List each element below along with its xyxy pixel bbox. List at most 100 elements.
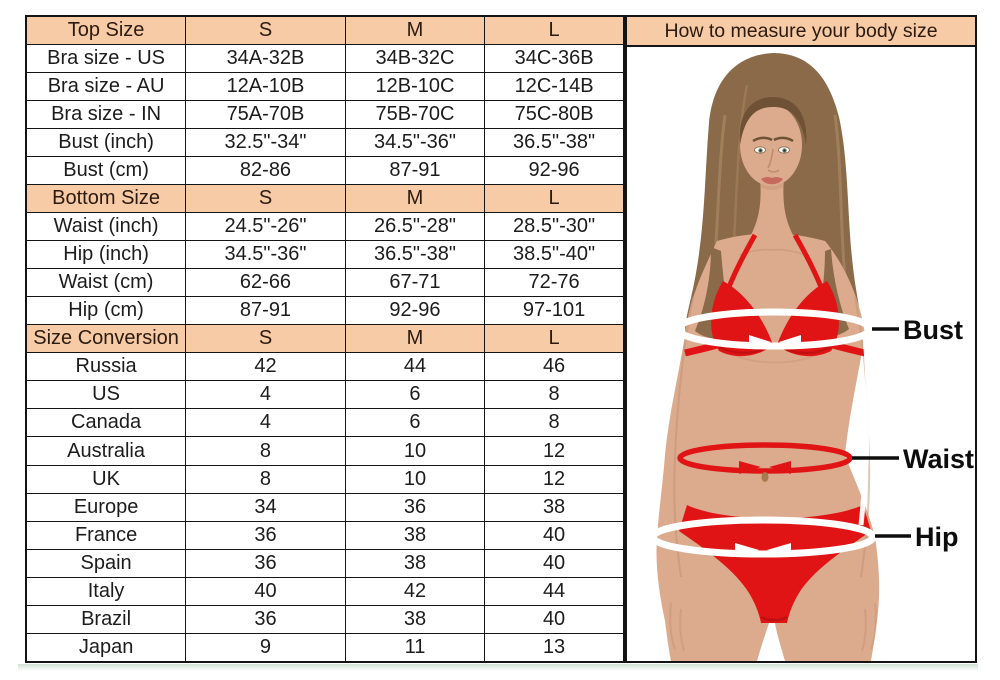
row-label-cell: Canada: [25, 408, 187, 438]
row-label-cell: Bust (inch): [25, 128, 187, 158]
row-label-cell: Hip (inch): [25, 240, 187, 270]
value-cell: 62-66: [185, 268, 346, 298]
waist-tape: [677, 442, 853, 482]
value-cell: 42: [185, 352, 346, 382]
value-cell: 4: [185, 408, 346, 438]
value-cell: L: [484, 15, 625, 46]
bikini-bottom: [679, 505, 871, 623]
value-cell: 26.5"-28": [344, 212, 486, 242]
measure-panel-title: How to measure your body size: [627, 17, 975, 47]
value-cell: M: [344, 15, 486, 46]
value-cell: 34A-32B: [185, 44, 346, 74]
size-table: Top Size S M L Bra size - US 34A-32B 34B-32C 34…: [25, 15, 625, 663]
bust-label: Bust: [903, 315, 963, 345]
value-cell: 92-96: [344, 296, 486, 326]
value-cell: 40: [484, 548, 625, 578]
row-label-cell: Bra size - US: [25, 44, 187, 74]
table-row: Bra size - IN 75A-70B 75B-70C 75C-80B: [25, 100, 625, 130]
value-cell: 44: [344, 352, 486, 382]
value-cell: 87-91: [185, 296, 346, 326]
row-label-cell: France: [25, 520, 187, 550]
nose: [767, 148, 780, 173]
value-cell: 75A-70B: [185, 100, 346, 130]
row-label-cell: Bra size - IN: [25, 100, 187, 130]
value-cell: 34.5"-36": [344, 128, 486, 158]
value-cell: 8: [484, 380, 625, 410]
value-cell: 34: [185, 492, 346, 522]
table-row: Bust (cm) 82-86 87-91 92-96: [25, 156, 625, 186]
value-cell: 38.5"-40": [484, 240, 625, 270]
table-row: Brazil 36 38 40: [25, 604, 625, 634]
table-row: Australia 8 10 12: [25, 436, 625, 466]
table-row: France 36 38 40: [25, 520, 625, 550]
value-cell: 34B-32C: [344, 44, 486, 74]
value-cell: 34C-36B: [484, 44, 625, 74]
row-label-cell: Top Size: [25, 15, 187, 46]
measure-panel: How to measure your body size: [625, 15, 977, 663]
size-table-wrap: Top Size S M L Bra size - US 34A-32B 34B-32C 34…: [25, 15, 625, 663]
value-cell: 44: [484, 576, 625, 606]
table-row: US 4 6 8: [25, 380, 625, 410]
row-label-cell: Australia: [25, 436, 187, 466]
value-cell: S: [185, 324, 346, 354]
section-header-row: Size Conversion S M L: [25, 324, 625, 354]
value-cell: 46: [484, 352, 625, 382]
row-label-cell: Bottom Size: [25, 184, 187, 214]
row-label-cell: UK: [25, 464, 187, 494]
value-cell: 75C-80B: [484, 100, 625, 130]
value-cell: 36.5"-38": [484, 128, 625, 158]
value-cell: 32.5"-34": [185, 128, 346, 158]
value-cell: 9: [185, 632, 346, 663]
value-cell: 38: [344, 604, 486, 634]
value-cell: 12B-10C: [344, 72, 486, 102]
value-cell: 38: [484, 492, 625, 522]
value-cell: 72-76: [484, 268, 625, 298]
value-cell: 8: [185, 464, 346, 494]
value-cell: 6: [344, 380, 486, 410]
value-cell: 38: [344, 520, 486, 550]
value-cell: 12: [484, 464, 625, 494]
size-table-body: Top Size S M L Bra size - US 34A-32B 34B-32C 34…: [25, 15, 625, 663]
value-cell: L: [484, 324, 625, 354]
table-row: Bra size - AU 12A-10B 12B-10C 12C-14B: [25, 72, 625, 102]
body-measure-figure: Bust Waist Hip: [649, 53, 974, 661]
table-row: Canada 4 6 8: [25, 408, 625, 438]
row-label-cell: US: [25, 380, 187, 410]
value-cell: 12C-14B: [484, 72, 625, 102]
table-row: Bra size - US 34A-32B 34B-32C 34C-36B: [25, 44, 625, 74]
value-cell: 36.5"-38": [344, 240, 486, 270]
table-row: Bust (inch) 32.5"-34" 34.5"-36" 36.5"-38": [25, 128, 625, 158]
row-label-cell: Japan: [25, 632, 187, 663]
eyes: [754, 146, 790, 154]
row-label-cell: Bust (cm): [25, 156, 187, 186]
row-label-cell: Italy: [25, 576, 187, 606]
row-label-cell: Spain: [25, 548, 187, 578]
value-cell: 10: [344, 464, 486, 494]
value-cell: 36: [185, 604, 346, 634]
value-cell: 36: [185, 548, 346, 578]
value-cell: 36: [185, 520, 346, 550]
value-cell: 11: [344, 632, 486, 663]
value-cell: 75B-70C: [344, 100, 486, 130]
value-cell: 34.5"-36": [185, 240, 346, 270]
value-cell: M: [344, 324, 486, 354]
table-row: Hip (inch) 34.5"-36" 36.5"-38" 38.5"-40": [25, 240, 625, 270]
row-label-cell: Russia: [25, 352, 187, 382]
value-cell: 10: [344, 436, 486, 466]
table-row: Italy 40 42 44: [25, 576, 625, 606]
lips: [761, 177, 783, 185]
value-cell: 92-96: [484, 156, 625, 186]
hip-tape: [649, 516, 877, 558]
table-row: Waist (inch) 24.5"-26" 26.5"-28" 28.5"-30": [25, 212, 625, 242]
tape-strand: [858, 336, 871, 526]
value-cell: 12A-10B: [185, 72, 346, 102]
table-row: Japan 9 11 13: [25, 632, 625, 663]
measure-labels: Bust Waist Hip: [852, 315, 974, 552]
value-cell: 67-71: [344, 268, 486, 298]
table-row: Europe 34 36 38: [25, 492, 625, 522]
bust-tape: [674, 308, 874, 350]
row-label-cell: Hip (cm): [25, 296, 187, 326]
row-label-cell: Waist (cm): [25, 268, 187, 298]
neck: [751, 177, 793, 235]
